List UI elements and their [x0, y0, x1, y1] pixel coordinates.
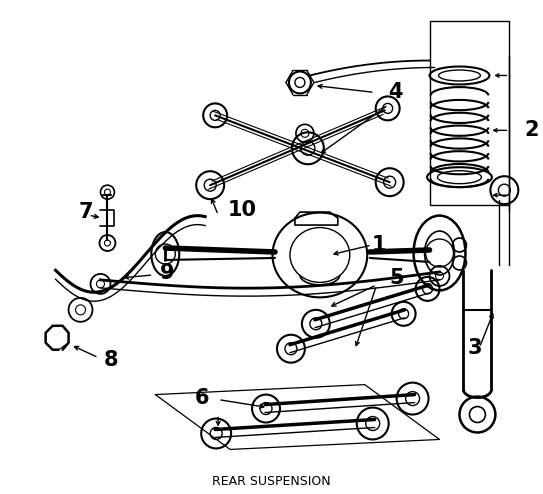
Text: 10: 10 — [228, 200, 257, 220]
Bar — [430, 21, 509, 205]
Text: 3: 3 — [468, 338, 482, 358]
Text: 8: 8 — [104, 350, 118, 370]
Text: REAR SUSPENSION: REAR SUSPENSION — [212, 475, 330, 488]
Text: 5: 5 — [390, 268, 405, 288]
Text: 7: 7 — [79, 202, 93, 222]
Text: 4: 4 — [388, 82, 402, 102]
Text: 9: 9 — [160, 263, 175, 283]
Text: 2: 2 — [525, 121, 539, 140]
Text: 6: 6 — [195, 388, 210, 408]
Text: 1: 1 — [372, 235, 386, 255]
